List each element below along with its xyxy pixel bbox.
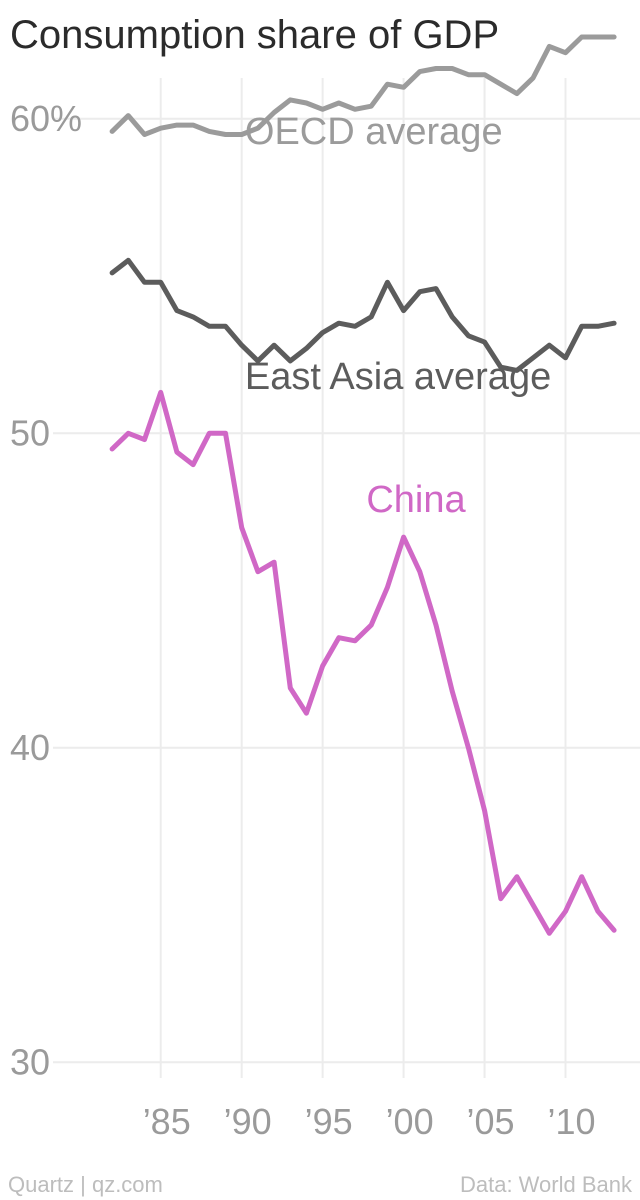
- china-label: China: [366, 479, 466, 521]
- east-asia-average-label: East Asia average: [245, 356, 551, 398]
- x-tick-label: ’90: [224, 1101, 272, 1142]
- y-tick-label: 30: [10, 1041, 50, 1082]
- x-tick-label: ’85: [143, 1101, 191, 1142]
- data-source: Data: World Bank: [460, 1172, 633, 1197]
- oecd-average-line: [109, 34, 617, 137]
- y-tick-label: 60%: [10, 98, 82, 139]
- x-tick-label: ’95: [305, 1101, 353, 1142]
- oecd-average-label: OECD average: [245, 111, 503, 153]
- series-lines: [109, 34, 617, 936]
- y-tick-label: 40: [10, 727, 50, 768]
- china-line: [109, 389, 617, 936]
- source-credit: Quartz | qz.com: [8, 1172, 163, 1197]
- series-labels: OECD average East Asia average China: [245, 111, 551, 521]
- chart-title: Consumption share of GDP: [10, 13, 499, 57]
- east-asia-average-line: [109, 257, 617, 373]
- x-axis-ticks: ’85 ’90 ’95 ’00 ’05 ’10: [143, 1101, 596, 1142]
- x-tick-label: ’10: [547, 1101, 595, 1142]
- y-tick-label: 50: [10, 412, 50, 453]
- x-tick-label: ’00: [386, 1101, 434, 1142]
- y-axis-ticks: 60% 50 40 30: [10, 98, 82, 1083]
- x-tick-label: ’05: [467, 1101, 515, 1142]
